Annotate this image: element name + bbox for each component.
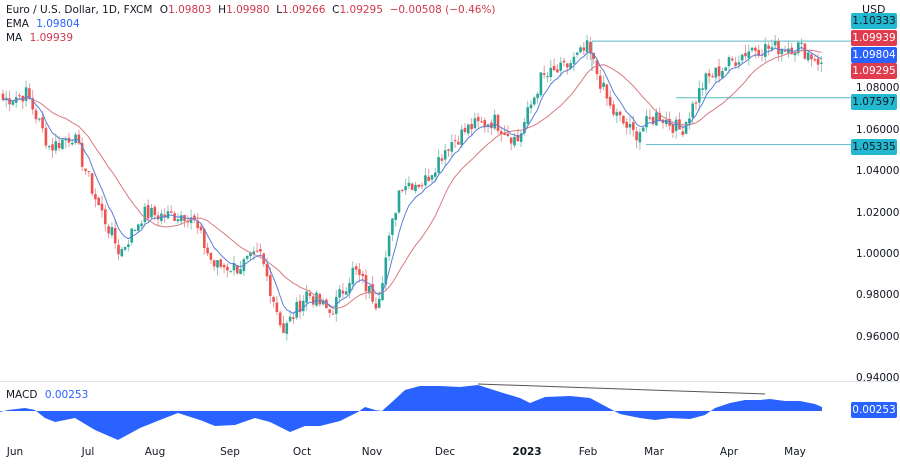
- price-tick: 1.08000: [856, 82, 900, 95]
- open-label: O: [159, 4, 169, 16]
- macd-badge: 0.00253: [851, 402, 897, 418]
- horizontal-line-low-badge: 1.05335: [851, 139, 897, 155]
- ma-badge: 1.09939: [851, 30, 897, 46]
- ema-badge: 1.09804: [851, 47, 897, 63]
- close-label: C: [332, 4, 340, 16]
- macd-value: 0.00253: [44, 389, 89, 401]
- ema-line: [2, 46, 822, 315]
- currency-label[interactable]: USD: [862, 3, 886, 16]
- month-label: Jun: [6, 446, 24, 458]
- ema-value: 1.09804: [36, 18, 80, 30]
- price-tick: 1.00000: [856, 248, 900, 260]
- month-label: Apr: [719, 446, 739, 458]
- month-label: Aug: [144, 446, 166, 458]
- price-tick: 1.02000: [856, 206, 900, 219]
- ma-value: 1.09939: [29, 32, 74, 44]
- price-tick: 0.98000: [856, 289, 900, 302]
- low-label: L: [276, 4, 283, 16]
- macd-label: MACD: [6, 389, 38, 401]
- ma-label: MA: [6, 32, 23, 44]
- symbol-title: Euro / U.S. Dollar, 1D, FXCM: [6, 4, 153, 16]
- month-label: May: [784, 446, 806, 458]
- month-label: Mar: [644, 446, 664, 458]
- ma-line: [2, 49, 822, 309]
- horizontal-line-mid-badge: 1.07597: [851, 94, 897, 110]
- macd-legend[interactable]: MACD 0.00253: [6, 388, 88, 402]
- price-tick: 0.94000: [856, 372, 900, 385]
- high-label: H: [218, 4, 227, 16]
- ema-label: EMA: [6, 18, 29, 30]
- horizontal-line-high-badge: 1.10333: [851, 13, 897, 29]
- month-label: Dec: [434, 446, 456, 458]
- month-label: Feb: [578, 446, 598, 458]
- macd-trendline: [477, 383, 766, 395]
- price-tick: 1.04000: [856, 165, 900, 178]
- ma-legend[interactable]: MA 1.09939: [6, 31, 73, 45]
- month-label: Nov: [361, 446, 383, 458]
- candlesticks: [1, 34, 823, 341]
- change-value: −0.00508 (−0.46%): [389, 4, 496, 16]
- month-label: Jul: [81, 446, 95, 458]
- month-label: 2023: [512, 446, 542, 458]
- price-tick: 1.06000: [856, 123, 900, 136]
- pane-separator[interactable]: [0, 381, 900, 382]
- last-price-badge: 1.09295: [851, 63, 897, 79]
- macd-area: [0, 385, 822, 440]
- ema-legend[interactable]: EMA 1.09804: [6, 17, 80, 31]
- close-value: 1.09295: [339, 4, 383, 16]
- high-value: 1.09980: [226, 4, 270, 16]
- symbol-legend: Euro / U.S. Dollar, 1D, FXCM O1.09803 H1…: [6, 3, 496, 17]
- low-value: 1.09266: [282, 4, 326, 16]
- price-tick: 0.96000: [856, 330, 900, 343]
- open-value: 1.09803: [168, 4, 212, 16]
- month-label: Sep: [220, 446, 240, 458]
- month-label: Oct: [292, 446, 312, 458]
